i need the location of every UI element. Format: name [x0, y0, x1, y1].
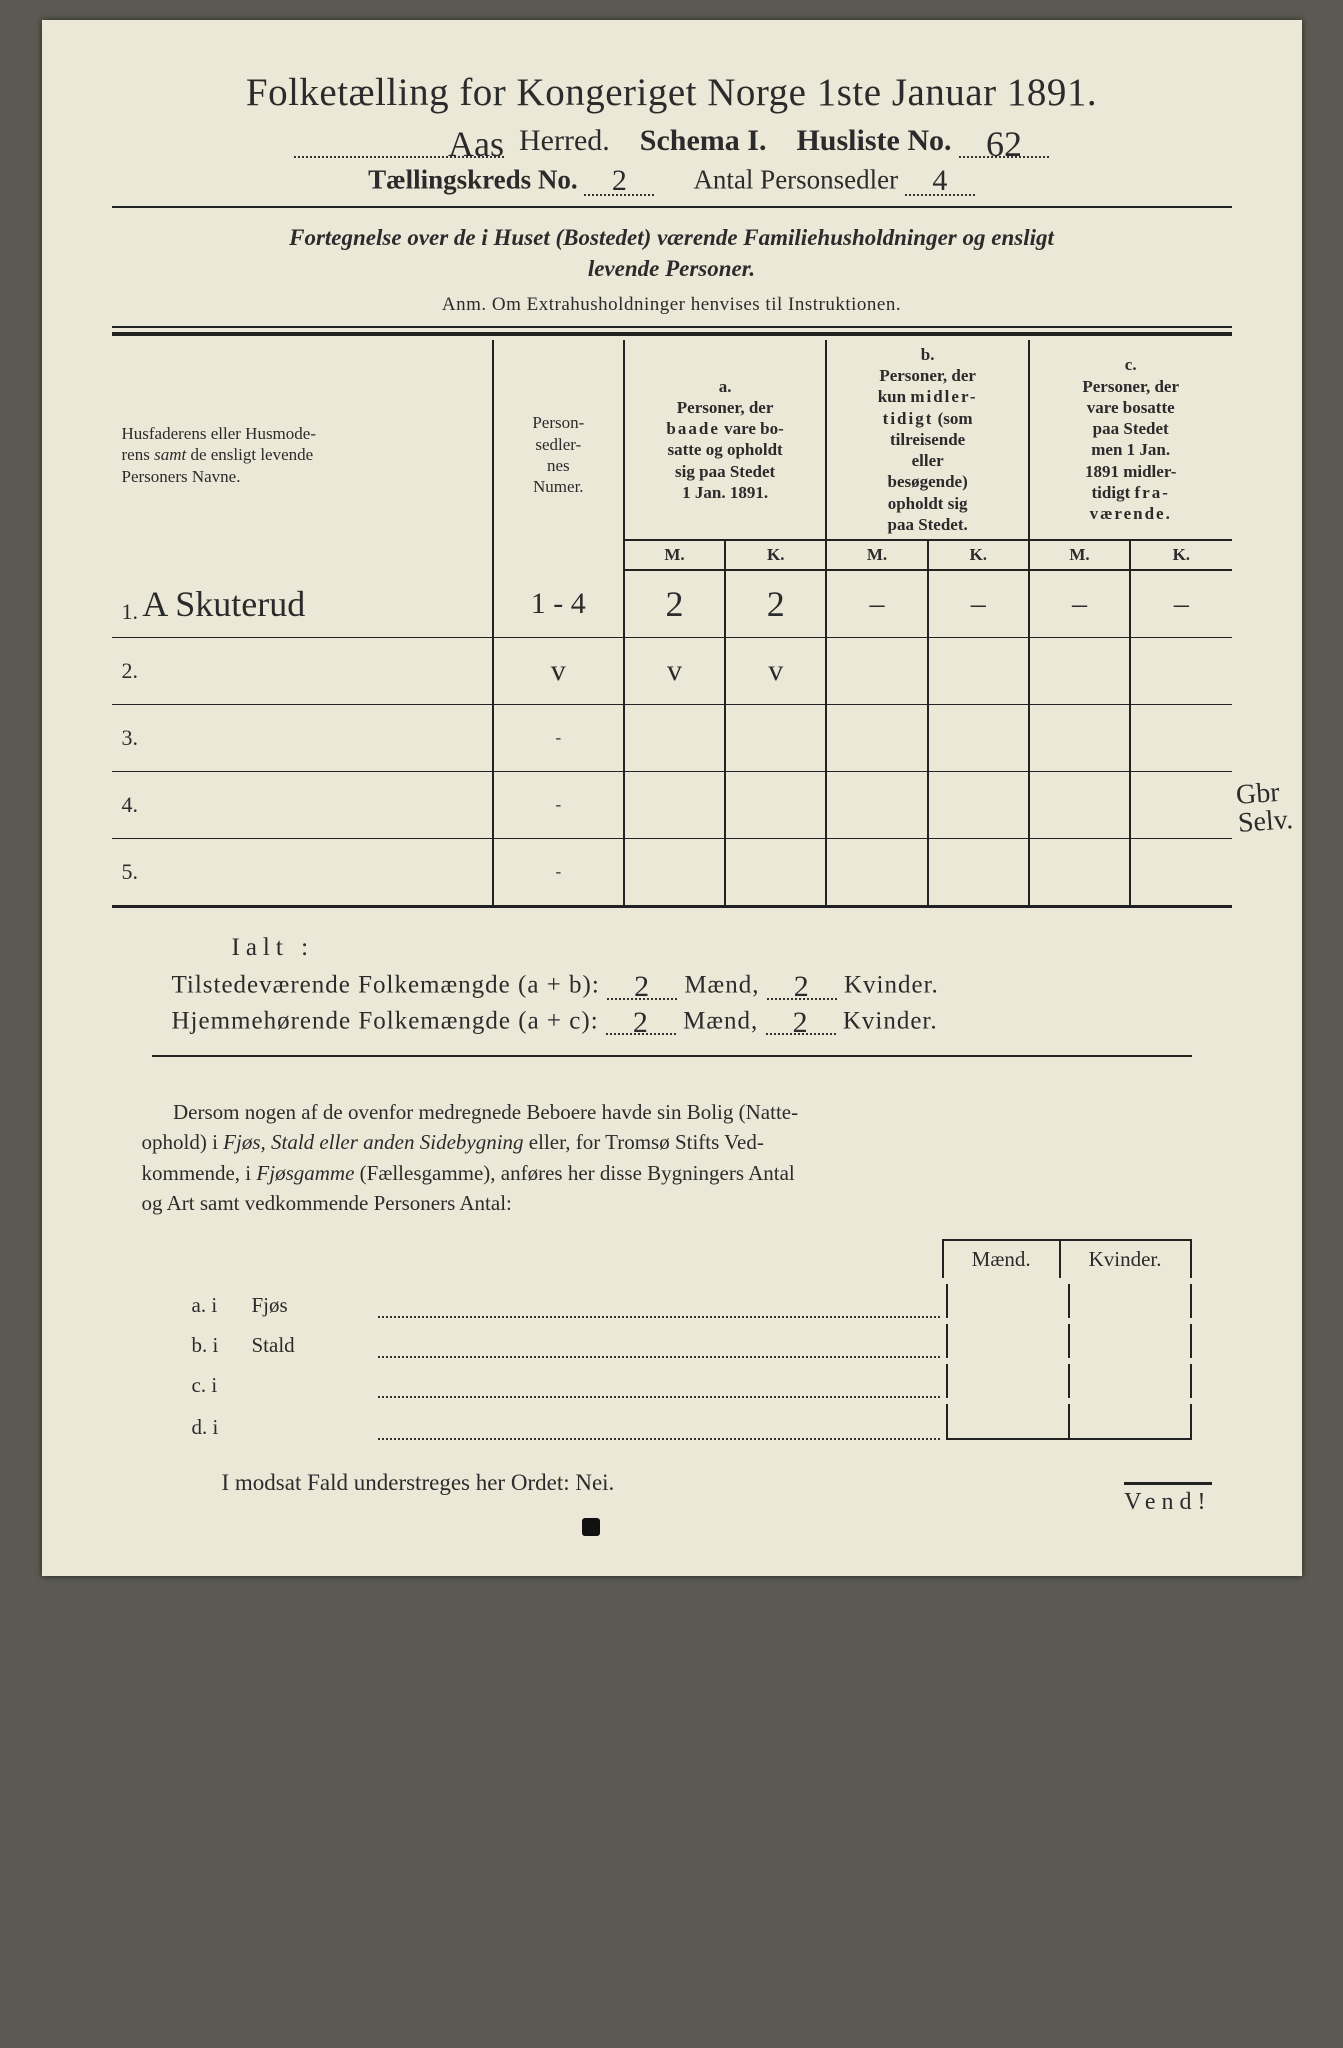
herred-label: Herred. — [519, 124, 610, 157]
fortegnelse: Fortegnelse over de i Huset (Bostedet) v… — [152, 222, 1192, 284]
dotted-line — [378, 1295, 940, 1318]
anm: Anm. Om Extrahusholdninger henvises til … — [112, 294, 1232, 316]
count-box — [1070, 1324, 1192, 1358]
col-b: b. Personer, derkun midler-tidigt (somti… — [826, 340, 1029, 540]
antal-label: Antal Personsedler — [693, 165, 898, 195]
nei-line: I modsat Fald understreges her Ordet: Ne… — [222, 1470, 1232, 1496]
building-list: a. i Fjøs b. i Stald c. i d. i — [192, 1284, 1192, 1440]
col-c: c. Personer, dervare bosattepaa Stedetme… — [1029, 340, 1232, 540]
list-item: d. i — [192, 1404, 1192, 1440]
table-row: 3. - — [112, 705, 1232, 772]
punch-hole — [582, 1518, 600, 1536]
count-box — [946, 1324, 1070, 1358]
antal-value: 4 — [932, 164, 947, 198]
col-a-k: K. — [725, 540, 826, 570]
divider — [112, 332, 1232, 336]
count-box — [1070, 1404, 1192, 1440]
husliste-value: 62 — [986, 123, 1022, 165]
kreds-value: 2 — [612, 164, 627, 198]
col-b-m: M. — [826, 540, 927, 570]
count-box — [946, 1404, 1070, 1440]
ialt-label: Ialt : — [232, 934, 1232, 962]
vend-label: Vend! — [1124, 1482, 1211, 1516]
col-name: Husfaderens eller Husmode-rens samt de e… — [112, 340, 493, 570]
count-box — [1070, 1284, 1192, 1318]
husliste-label: Husliste No. — [796, 124, 951, 157]
divider — [112, 326, 1232, 328]
header-line-2: Aas Herred. Schema I. Husliste No. 62 — [112, 123, 1232, 158]
paragraph: Dersom nogen af de ovenfor medregnede Be… — [142, 1097, 1202, 1219]
col-c-k: K. — [1130, 540, 1231, 570]
dotted-line — [378, 1375, 940, 1398]
dotted-line — [378, 1335, 940, 1358]
fort-line2: levende Personer. — [588, 256, 755, 281]
header-line-3: Tællingskreds No. 2 Antal Personsedler 4 — [112, 164, 1232, 196]
page-title: Folketælling for Kongeriget Norge 1ste J… — [112, 70, 1232, 115]
main-table: Husfaderens eller Husmode-rens samt de e… — [112, 340, 1232, 908]
census-form-page: Folketælling for Kongeriget Norge 1ste J… — [42, 20, 1302, 1576]
sum-resident: Hjemmehørende Folkemængde (a + c): 2 Mæn… — [172, 1006, 1232, 1036]
table-row: 1. A Skuterud 1 - 4 2 2 – – – – — [112, 570, 1232, 638]
count-box — [1070, 1364, 1192, 1398]
col-a: a. Personer, derbaade vare bo-satte og o… — [624, 340, 827, 540]
list-item: a. i Fjøs — [192, 1284, 1192, 1318]
divider — [112, 206, 1232, 208]
list-item: b. i Stald — [192, 1324, 1192, 1358]
kreds-label: Tællingskreds No. — [368, 165, 578, 195]
mk-m: Mænd. — [942, 1239, 1061, 1278]
mk-k: Kvinder. — [1061, 1239, 1192, 1278]
fort-line1: Fortegnelse over de i Huset (Bostedet) v… — [289, 225, 1054, 250]
col-numer: Person-sedler-nesNumer. — [493, 340, 624, 570]
col-c-m: M. — [1029, 540, 1130, 570]
herred-value: Aas — [448, 123, 504, 165]
count-box — [946, 1364, 1070, 1398]
col-a-m: M. — [624, 540, 725, 570]
list-item: c. i — [192, 1364, 1192, 1398]
col-b-k: K. — [928, 540, 1029, 570]
divider — [152, 1055, 1192, 1057]
schema-label: Schema I. — [640, 124, 767, 157]
table-row: 4. - — [112, 772, 1232, 839]
dotted-line — [378, 1417, 940, 1440]
sum-present: Tilstedeværende Folkemængde (a + b): 2 M… — [172, 970, 1232, 1000]
table-row: 5. - — [112, 839, 1232, 907]
count-box — [946, 1284, 1070, 1318]
mk-header: Mænd. Kvinder. — [112, 1239, 1192, 1278]
table-row: 2. v v v — [112, 638, 1232, 705]
margin-note: GbrSelv. — [1235, 778, 1294, 838]
